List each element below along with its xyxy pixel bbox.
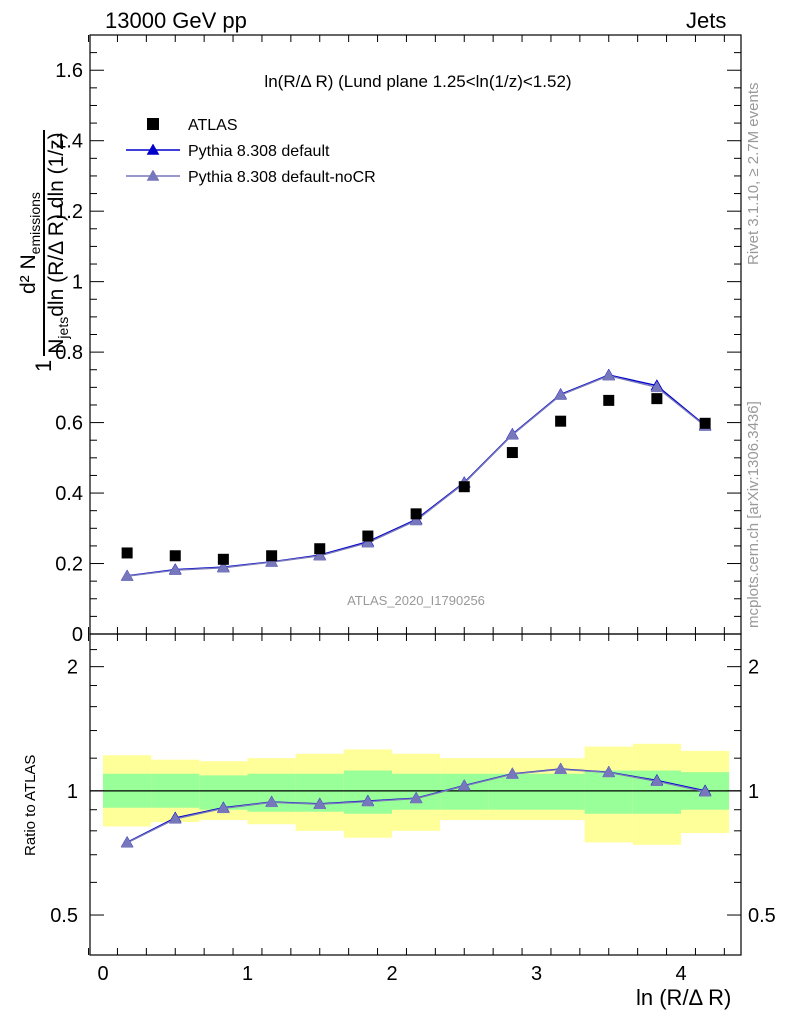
ratio-band-inner bbox=[536, 773, 585, 810]
y-label-den-prefix: N bbox=[45, 338, 69, 354]
analysis-watermark: ATLAS_2020_I1790256 bbox=[347, 593, 485, 608]
ratio-series-point bbox=[554, 762, 568, 775]
atlas-data-point bbox=[266, 550, 278, 562]
atlas-data-point bbox=[603, 394, 615, 406]
y-tick-label-main: 0.4 bbox=[55, 483, 83, 505]
y-axis-label-ratio: Ratio to ATLAS bbox=[22, 754, 39, 856]
main-series-point bbox=[650, 380, 664, 393]
ratio-series-point bbox=[265, 795, 279, 808]
y-label-den-rest: dln (R/Δ R) dln (1/z) bbox=[45, 132, 69, 317]
ratio-series-point bbox=[457, 779, 471, 791]
ratio-series-point bbox=[505, 767, 519, 779]
ratio-y-tick-label-left: 0.5 bbox=[50, 905, 78, 927]
ratio-series-point bbox=[409, 792, 423, 804]
atlas-data-point bbox=[314, 543, 326, 555]
x-tick-label: 2 bbox=[386, 963, 397, 985]
legend-marker-default bbox=[146, 143, 160, 155]
ratio-series-point bbox=[313, 797, 327, 809]
legend-marker-nocr bbox=[146, 169, 160, 181]
y-label-denominator: Njetsdln (R/Δ R) dln (1/z) bbox=[45, 130, 72, 355]
y-tick-label-main: 0.6 bbox=[55, 413, 83, 435]
rivet-version-note: Rivet 3.1.10, ≥ 2.7M events bbox=[745, 82, 762, 266]
y-axis-label-main: 1 d² Nemissions Njetsdln (R/Δ R) dln (1/… bbox=[17, 130, 72, 372]
legend-label-default: Pythia 8.308 default bbox=[188, 143, 330, 160]
ratio-band-inner bbox=[584, 770, 633, 814]
ratio-series-point bbox=[361, 795, 375, 807]
ratio-series-point bbox=[216, 801, 230, 814]
main-series-line bbox=[127, 374, 706, 577]
main-plot-title: ln(R/Δ R) (Lund plane 1.25<ln(1/z)<1.52) bbox=[264, 72, 571, 91]
main-series-point bbox=[216, 561, 230, 573]
legend-marker-atlas bbox=[147, 118, 159, 130]
y-tick-label-main: 1.6 bbox=[55, 60, 83, 82]
atlas-data-point bbox=[121, 547, 133, 559]
atlas-data-point bbox=[169, 550, 181, 562]
y-tick-label-main: 0.2 bbox=[55, 554, 83, 576]
ratio-plot-frame bbox=[89, 633, 742, 956]
y-tick-label-main: 1 bbox=[72, 272, 83, 294]
ratio-series-point bbox=[168, 812, 182, 824]
y-tick-label-main: 1.4 bbox=[55, 131, 83, 153]
main-series-point bbox=[265, 555, 279, 567]
header-energy-label: 13000 GeV pp bbox=[105, 8, 247, 33]
x-tick-label: 0 bbox=[97, 963, 108, 985]
main-series-point bbox=[313, 549, 327, 561]
header-jets-label: Jets bbox=[686, 8, 727, 33]
main-series-point bbox=[361, 536, 375, 548]
y-tick-label-main: 0.8 bbox=[55, 342, 83, 364]
ratio-series-point bbox=[602, 765, 616, 778]
atlas-data-point bbox=[555, 415, 567, 427]
atlas-data-point bbox=[458, 481, 470, 493]
ratio-y-tick-label-right: 2 bbox=[748, 657, 759, 679]
y-label-numerator: d² Nemissions bbox=[17, 190, 44, 296]
y-label-prefix: 1 bbox=[31, 359, 57, 372]
atlas-data-point bbox=[506, 447, 518, 459]
x-axis-label: ln (R/Δ R) bbox=[636, 985, 732, 1010]
y-tick-label-main: 1.2 bbox=[55, 201, 83, 223]
atlas-data-point bbox=[410, 508, 422, 520]
y-label-den-sub: jets bbox=[55, 316, 72, 339]
ratio-band-inner bbox=[343, 770, 392, 814]
ratio-y-tick-label-left: 2 bbox=[67, 657, 78, 679]
main-series-point bbox=[554, 388, 568, 400]
main-series-point bbox=[505, 428, 519, 440]
main-series-point bbox=[168, 563, 182, 575]
legend-label-atlas: ATLAS bbox=[188, 117, 238, 134]
ratio-series-point bbox=[120, 836, 134, 848]
ratio-series-point bbox=[698, 785, 712, 797]
ratio-y-tick-label-right: 0.5 bbox=[748, 905, 776, 927]
atlas-data-point bbox=[699, 417, 711, 429]
ratio-y-tick-label-right: 1 bbox=[748, 781, 759, 803]
main-series-point bbox=[120, 569, 134, 581]
y-label-numerator-sub: emissions bbox=[27, 192, 44, 255]
main-series-point bbox=[409, 514, 423, 526]
mcplots-note: mcplots.cern.ch [arXiv:1306.3436] bbox=[745, 401, 762, 628]
x-tick-label: 4 bbox=[675, 963, 686, 985]
x-tick-label: 3 bbox=[531, 963, 542, 985]
legend-label-nocr: Pythia 8.308 default-noCR bbox=[188, 169, 376, 186]
y-label-numerator-text: d² N bbox=[17, 254, 40, 295]
main-series-line bbox=[127, 374, 706, 577]
ratio-band-inner bbox=[488, 773, 537, 810]
ratio-y-tick-label-left: 1 bbox=[67, 781, 78, 803]
x-tick-label: 1 bbox=[242, 963, 253, 985]
ratio-series-point bbox=[650, 774, 664, 787]
atlas-data-point bbox=[362, 530, 374, 542]
main-series-point bbox=[602, 369, 616, 381]
atlas-data-point bbox=[651, 393, 663, 405]
y-tick-label-main: 0 bbox=[72, 624, 83, 646]
ratio-band-inner bbox=[392, 773, 441, 810]
atlas-data-point bbox=[217, 553, 229, 565]
